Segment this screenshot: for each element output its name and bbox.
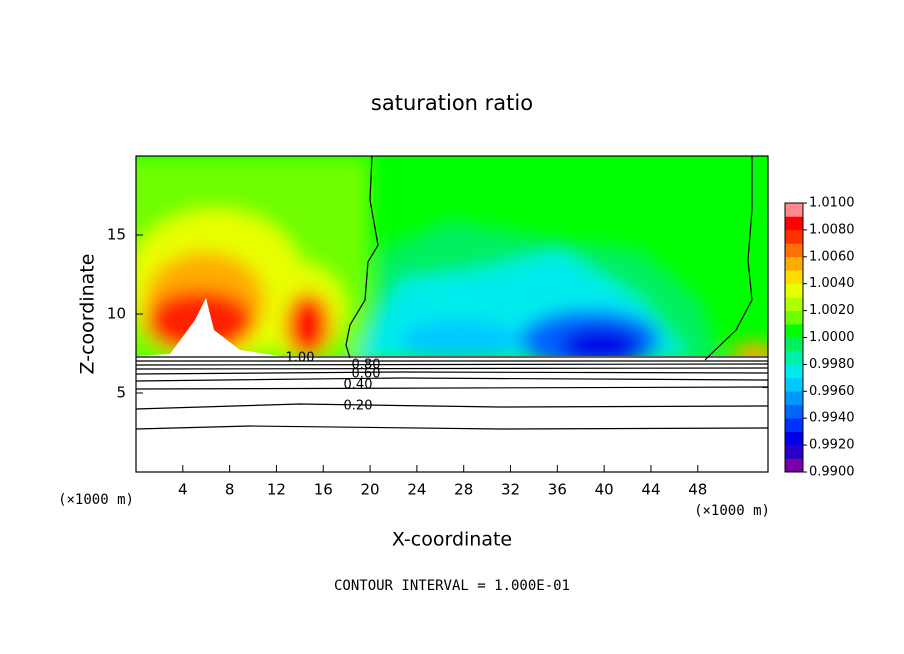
colorbar-band	[785, 203, 803, 217]
colorbar-band	[785, 404, 803, 419]
x-tick-label: 12	[267, 481, 286, 499]
colorbar-band	[785, 256, 803, 271]
x-tick-label: 16	[314, 481, 333, 499]
colorbar-label: 1.0080	[809, 222, 855, 237]
footnote: CONTOUR INTERVAL = 1.000E-01	[334, 578, 570, 594]
colorbar-band	[785, 270, 803, 284]
colorbar-band	[785, 445, 803, 459]
x-tick-label: 8	[225, 481, 235, 499]
colorbar-band	[785, 229, 803, 244]
colorbar-band	[785, 350, 803, 365]
colorbar-label: 1.0060	[809, 249, 855, 264]
x-axis-label: X-coordinate	[392, 529, 512, 551]
colorbar-band	[785, 283, 803, 298]
contour-label: 0.40	[344, 378, 373, 393]
x-unit-label: (×1000 m)	[58, 492, 134, 508]
x-tick-label: 36	[548, 481, 567, 499]
x-tick-label: 4	[178, 481, 188, 499]
colorbar-label: 1.0000	[809, 330, 855, 345]
x-tick-label: 44	[641, 481, 660, 499]
x-tick-label: 24	[407, 481, 426, 499]
y-tick-label: 15	[107, 226, 126, 244]
y-tick-label: 5	[116, 384, 126, 402]
colorbar-band	[785, 458, 803, 473]
colorbar-label: 0.9960	[809, 384, 855, 399]
contour-label: 1.00	[286, 351, 315, 366]
colorbar-band	[785, 337, 803, 352]
colorbar-band	[785, 377, 803, 392]
colorbar-band	[785, 391, 803, 406]
colorbar-label: 0.9900	[809, 465, 855, 480]
x-unit-label: (×1000 m)	[694, 503, 770, 519]
colorbar-band	[785, 364, 803, 379]
colorbar-label: 1.0040	[809, 276, 855, 291]
x-tick-label: 32	[501, 481, 520, 499]
colorbar-band	[785, 216, 803, 231]
colorbar-label: 1.0020	[809, 303, 855, 318]
colorbar-band	[785, 297, 803, 311]
colorbar-band	[785, 324, 803, 338]
contour-label: 0.60	[352, 367, 381, 382]
x-tick-label: 28	[454, 481, 473, 499]
contour-field	[136, 156, 768, 472]
y-axis-label: Z-coordinate	[77, 254, 99, 375]
contour-label: 0.80	[352, 358, 381, 373]
colorbar-band	[785, 431, 803, 446]
colorbar-label: 0.9980	[809, 357, 855, 372]
colorbar-label: 1.0100	[809, 196, 855, 211]
colorbar-label: 0.9940	[809, 411, 855, 426]
colorbar-band	[785, 418, 803, 432]
colorbar-label: 0.9920	[809, 438, 855, 453]
contour-label: 0.20	[344, 399, 373, 414]
x-tick-label: 40	[595, 481, 614, 499]
x-tick-label: 48	[688, 481, 707, 499]
colorbar-band	[785, 243, 803, 258]
chart-title: saturation ratio	[371, 91, 533, 115]
x-tick-label: 20	[361, 481, 380, 499]
colorbar-band	[785, 310, 803, 325]
y-tick-label: 10	[107, 305, 126, 323]
